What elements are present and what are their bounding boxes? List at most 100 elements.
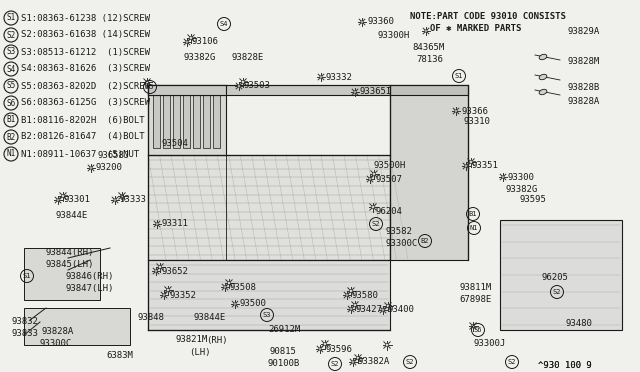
Text: 93300C: 93300C xyxy=(40,340,72,349)
Text: 84365M: 84365M xyxy=(412,42,444,51)
Text: S2:08363-61638 (14)SCREW: S2:08363-61638 (14)SCREW xyxy=(21,31,150,39)
Polygon shape xyxy=(390,85,468,95)
Text: B1:08116-8202H  (6)BOLT: B1:08116-8202H (6)BOLT xyxy=(21,115,145,125)
Text: B1: B1 xyxy=(468,211,477,217)
Text: 93382A: 93382A xyxy=(358,357,390,366)
Text: 93595: 93595 xyxy=(520,196,547,205)
Text: S1: S1 xyxy=(455,73,463,79)
Polygon shape xyxy=(213,90,220,148)
Text: 78136: 78136 xyxy=(416,55,443,64)
Polygon shape xyxy=(203,90,210,148)
Text: S2: S2 xyxy=(6,31,15,39)
Text: 93844E: 93844E xyxy=(56,212,88,221)
Text: 93846(RH): 93846(RH) xyxy=(66,272,115,280)
Circle shape xyxy=(155,270,157,272)
Text: S3:08513-61212  (1)SCREW: S3:08513-61212 (1)SCREW xyxy=(21,48,150,57)
Circle shape xyxy=(354,91,356,93)
Text: S2: S2 xyxy=(508,359,516,365)
Circle shape xyxy=(386,344,388,346)
Ellipse shape xyxy=(539,74,547,80)
Text: 93504: 93504 xyxy=(161,140,188,148)
Text: S6:08363-6125G  (3)SCREW: S6:08363-6125G (3)SCREW xyxy=(21,99,150,108)
Text: 93366: 93366 xyxy=(461,106,488,115)
Circle shape xyxy=(361,21,364,23)
Circle shape xyxy=(470,161,472,163)
Text: 93300J: 93300J xyxy=(474,340,506,349)
Text: 93427: 93427 xyxy=(356,305,383,314)
Circle shape xyxy=(189,37,193,39)
Polygon shape xyxy=(148,85,226,155)
Text: 93360: 93360 xyxy=(367,17,394,26)
Text: S2: S2 xyxy=(553,289,561,295)
Text: S2: S2 xyxy=(372,221,380,227)
Polygon shape xyxy=(173,90,180,148)
Text: 93828A: 93828A xyxy=(568,97,600,106)
Circle shape xyxy=(319,348,321,350)
Text: 93847(LH): 93847(LH) xyxy=(66,283,115,292)
Circle shape xyxy=(159,266,161,268)
Circle shape xyxy=(472,325,474,327)
Text: 26912M: 26912M xyxy=(268,324,300,334)
Text: 6383M: 6383M xyxy=(106,352,133,360)
Circle shape xyxy=(61,195,65,198)
Text: 93300: 93300 xyxy=(508,173,535,182)
Text: 93844E: 93844E xyxy=(193,314,225,323)
Text: 93106: 93106 xyxy=(192,38,219,46)
Text: 93503: 93503 xyxy=(244,81,271,90)
Polygon shape xyxy=(193,90,200,148)
Text: (RH): (RH) xyxy=(206,336,227,344)
Text: 93658J: 93658J xyxy=(98,151,131,160)
Polygon shape xyxy=(24,248,100,300)
Polygon shape xyxy=(148,260,390,330)
Circle shape xyxy=(186,41,188,43)
Text: 93300C: 93300C xyxy=(385,240,417,248)
Text: 93500: 93500 xyxy=(240,299,267,308)
Text: S4: S4 xyxy=(220,21,228,27)
Ellipse shape xyxy=(539,89,547,95)
Circle shape xyxy=(163,294,165,296)
Text: 93351: 93351 xyxy=(471,161,498,170)
Text: 93507: 93507 xyxy=(375,174,402,183)
Text: 93845(LH): 93845(LH) xyxy=(46,260,94,269)
Text: S1:08363-61238 (12)SCREW: S1:08363-61238 (12)SCREW xyxy=(21,13,150,22)
Circle shape xyxy=(349,290,353,292)
Text: B1: B1 xyxy=(6,115,15,125)
Text: B2: B2 xyxy=(420,238,429,244)
Text: S1: S1 xyxy=(6,13,15,22)
Circle shape xyxy=(166,289,170,291)
Circle shape xyxy=(465,165,467,167)
Circle shape xyxy=(387,305,389,307)
Text: 93332: 93332 xyxy=(326,73,353,81)
Text: 93365I: 93365I xyxy=(360,87,392,96)
Text: 93811M: 93811M xyxy=(459,282,492,292)
Circle shape xyxy=(382,309,384,311)
Text: 93844(RH): 93844(RH) xyxy=(46,247,94,257)
Text: 93301: 93301 xyxy=(63,196,90,205)
Text: S3: S3 xyxy=(6,48,15,57)
Circle shape xyxy=(234,303,236,305)
Text: 90815: 90815 xyxy=(270,347,297,356)
Ellipse shape xyxy=(539,54,547,60)
Text: 93652: 93652 xyxy=(161,266,188,276)
Polygon shape xyxy=(24,308,130,345)
Text: ^930 100 9: ^930 100 9 xyxy=(538,362,592,371)
Text: 93400: 93400 xyxy=(388,305,415,314)
Text: S5: S5 xyxy=(6,81,15,90)
Text: 93848: 93848 xyxy=(138,314,165,323)
Text: NOTE:PART CODE 93010 CONSISTS: NOTE:PART CODE 93010 CONSISTS xyxy=(410,12,566,21)
Polygon shape xyxy=(390,85,468,260)
Text: N1: N1 xyxy=(6,150,15,158)
Circle shape xyxy=(369,178,371,180)
Circle shape xyxy=(324,343,326,345)
Circle shape xyxy=(114,199,116,201)
Text: (LH): (LH) xyxy=(189,347,211,356)
Circle shape xyxy=(57,199,60,201)
Circle shape xyxy=(502,176,504,178)
Text: S6: S6 xyxy=(474,327,483,333)
Text: 67898E: 67898E xyxy=(459,295,492,304)
Text: B2: B2 xyxy=(6,132,15,141)
Text: 90100B: 90100B xyxy=(268,359,300,369)
Text: S5: S5 xyxy=(146,84,154,90)
Text: 93596: 93596 xyxy=(325,344,352,353)
Text: 93310: 93310 xyxy=(463,118,490,126)
